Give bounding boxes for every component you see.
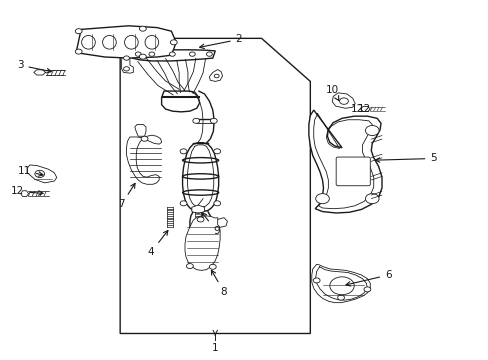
Circle shape bbox=[315, 194, 329, 204]
Ellipse shape bbox=[145, 36, 158, 49]
Polygon shape bbox=[138, 58, 179, 95]
Circle shape bbox=[339, 98, 347, 104]
Circle shape bbox=[186, 264, 193, 269]
Text: 7: 7 bbox=[118, 183, 135, 210]
FancyBboxPatch shape bbox=[335, 157, 369, 186]
Text: 1: 1 bbox=[211, 343, 218, 353]
Circle shape bbox=[213, 201, 220, 206]
Polygon shape bbox=[183, 58, 205, 94]
Polygon shape bbox=[209, 69, 222, 81]
Text: 5: 5 bbox=[374, 153, 436, 163]
Circle shape bbox=[337, 295, 344, 300]
Polygon shape bbox=[308, 110, 381, 213]
Circle shape bbox=[169, 52, 175, 56]
Polygon shape bbox=[126, 135, 161, 184]
Text: 12: 12 bbox=[11, 186, 43, 197]
Text: 6: 6 bbox=[345, 270, 391, 286]
Circle shape bbox=[214, 74, 219, 78]
Circle shape bbox=[363, 287, 370, 292]
Circle shape bbox=[180, 149, 186, 154]
Polygon shape bbox=[34, 70, 45, 75]
Circle shape bbox=[35, 170, 44, 177]
Circle shape bbox=[365, 194, 378, 204]
Polygon shape bbox=[184, 216, 220, 270]
Text: 3: 3 bbox=[17, 60, 51, 73]
Circle shape bbox=[189, 52, 195, 56]
Circle shape bbox=[141, 136, 148, 141]
Ellipse shape bbox=[102, 36, 116, 49]
Circle shape bbox=[213, 149, 220, 154]
Ellipse shape bbox=[124, 36, 138, 49]
Circle shape bbox=[149, 52, 155, 56]
Text: 12: 12 bbox=[350, 104, 363, 114]
Circle shape bbox=[180, 201, 186, 206]
Text: 9: 9 bbox=[202, 213, 219, 236]
Polygon shape bbox=[76, 26, 176, 58]
Polygon shape bbox=[176, 59, 189, 93]
Polygon shape bbox=[27, 165, 57, 183]
Circle shape bbox=[139, 26, 146, 31]
Polygon shape bbox=[161, 91, 199, 112]
Polygon shape bbox=[360, 107, 369, 112]
Polygon shape bbox=[311, 264, 369, 303]
Circle shape bbox=[123, 67, 129, 71]
Text: 12: 12 bbox=[357, 104, 370, 114]
Polygon shape bbox=[120, 39, 310, 333]
Circle shape bbox=[329, 277, 353, 295]
Circle shape bbox=[170, 40, 177, 45]
Polygon shape bbox=[182, 143, 218, 212]
Circle shape bbox=[210, 118, 217, 123]
Polygon shape bbox=[20, 191, 28, 197]
Circle shape bbox=[139, 54, 146, 59]
Circle shape bbox=[75, 49, 82, 54]
Circle shape bbox=[206, 52, 212, 56]
Text: 2: 2 bbox=[199, 35, 242, 49]
Circle shape bbox=[313, 278, 320, 283]
Text: 8: 8 bbox=[211, 270, 227, 297]
Polygon shape bbox=[132, 50, 215, 61]
Circle shape bbox=[123, 56, 129, 60]
Polygon shape bbox=[191, 205, 204, 214]
Circle shape bbox=[192, 118, 199, 123]
Circle shape bbox=[365, 126, 378, 135]
Ellipse shape bbox=[81, 36, 95, 49]
Circle shape bbox=[197, 217, 203, 222]
Text: 10: 10 bbox=[325, 85, 338, 100]
Polygon shape bbox=[217, 218, 227, 227]
Polygon shape bbox=[157, 59, 184, 94]
Text: 4: 4 bbox=[147, 230, 167, 257]
Polygon shape bbox=[122, 53, 133, 73]
Polygon shape bbox=[135, 125, 146, 136]
Circle shape bbox=[75, 29, 82, 34]
Circle shape bbox=[209, 264, 216, 269]
Circle shape bbox=[135, 52, 141, 56]
Polygon shape bbox=[331, 93, 354, 108]
Text: 11: 11 bbox=[18, 166, 43, 176]
